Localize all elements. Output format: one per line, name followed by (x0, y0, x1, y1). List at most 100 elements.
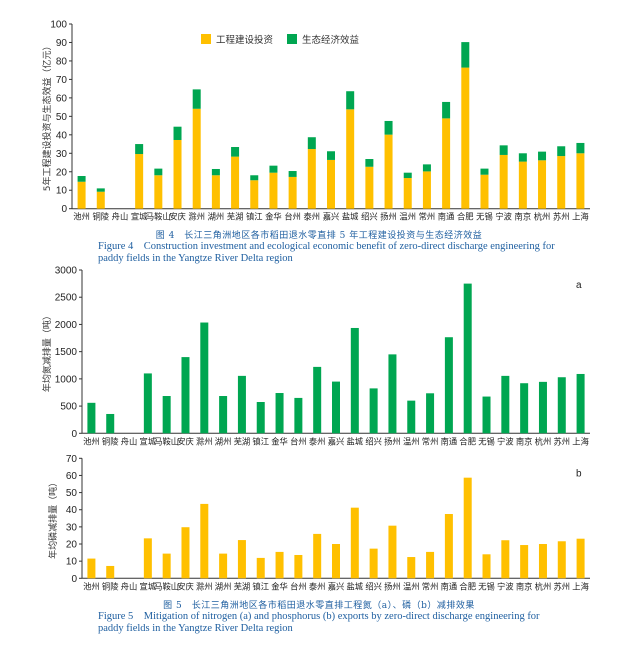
fig4-bar-benefit (327, 151, 335, 160)
fig5a-bar (162, 396, 171, 434)
fig5b-x-tick-label: 常州 (422, 581, 439, 591)
fig5b-x-tick-label: 镇江 (252, 581, 269, 591)
fig5b-bar (313, 533, 322, 579)
fig4-y-tick-label: 70 (56, 75, 68, 86)
fig5a-x-tick-label: 马鞍山 (154, 436, 179, 446)
fig5a-x-tick-label: 合肥 (459, 436, 476, 446)
fig4-bar-investment (192, 108, 201, 209)
fig5a-bar (237, 375, 246, 434)
fig4-bar-investment (96, 191, 105, 209)
fig4-bar-investment (557, 156, 566, 209)
fig5b-bar (482, 554, 491, 579)
fig5a-y-tick-label: 500 (60, 402, 77, 413)
fig4-x-tick-label: 南京 (515, 212, 532, 222)
fig5b-x-tick-label: 杭州 (535, 581, 552, 591)
fig4-y-tick-label: 50 (56, 112, 68, 123)
fig4-x-tick-label: 芜湖 (227, 212, 244, 222)
fig4-bar-investment (211, 175, 220, 209)
fig4-bar-benefit (269, 165, 278, 173)
fig4-x-tick-label: 绍兴 (361, 212, 378, 222)
fig5b-x-tick-label: 芜湖 (234, 581, 251, 591)
fig5b-x-tick-label: 宁波 (497, 581, 514, 591)
fig5a-bar (350, 327, 359, 434)
fig5b-bar (501, 540, 510, 579)
fig5a-y-tick-label: 1500 (55, 347, 78, 358)
fig5a-bar (444, 337, 453, 434)
fig5a-x-tick-label: 镇江 (252, 436, 269, 446)
fig5a-x-tick-label: 温州 (403, 436, 420, 446)
fig4-y-tick-label: 0 (61, 204, 67, 215)
fig4-x-tick-label: 扬州 (380, 212, 397, 222)
fig4-bar-investment (365, 166, 374, 209)
fig5a-panel-label: a (576, 280, 582, 291)
fig4-bar-benefit (173, 126, 182, 140)
fig5a-x-tick-label: 无锡 (478, 436, 495, 446)
fig5a-x-tick-label: 上海 (572, 436, 589, 446)
fig4-y-tick-label: 40 (56, 130, 68, 141)
fig4-bar-investment (327, 159, 335, 209)
fig5b-y-tick-label: 30 (66, 522, 78, 533)
fig5b-x-tick-label: 池州 (83, 581, 100, 591)
fig5b-panel-label: b (576, 468, 582, 479)
fig5b-y-tick-label: 0 (71, 574, 77, 585)
fig5a-x-tick-label: 南通 (441, 436, 458, 446)
fig5a-x-tick-label: 宁波 (497, 436, 514, 446)
fig5b-y-tick-label: 40 (66, 505, 78, 516)
fig4-bar-benefit (192, 89, 201, 109)
fig5a-x-tick-label: 池州 (83, 436, 100, 446)
fig5a-bar (557, 377, 566, 434)
fig4-bar-benefit (365, 159, 374, 167)
fig5a-x-tick-label: 南京 (516, 436, 533, 446)
fig5a-bar (256, 402, 265, 434)
fig4-bar-investment (77, 181, 86, 209)
fig5a-bar (407, 400, 416, 434)
fig4-bar-investment (307, 149, 316, 209)
fig5b-bar (557, 541, 566, 579)
fig5b-x-tick-label: 南通 (441, 581, 458, 591)
fig5-caption-en: Figure 5 Mitigation of nitrogen (a) and … (98, 611, 540, 634)
fig5a-bar (200, 322, 209, 434)
fig4-bar-benefit (384, 120, 393, 135)
fig4-caption-cn: 图 4 长江三角洲地区各市稻田退水零直排 5 年工程建设投资与生态经济效益 (155, 231, 483, 241)
fig5a-bar (106, 413, 115, 434)
fig4-x-tick-label: 杭州 (534, 212, 551, 222)
fig5a-bar (332, 381, 340, 434)
fig4-y-tick-label: 60 (56, 93, 68, 104)
fig5b-bar (219, 553, 228, 579)
fig5a-bar (538, 381, 547, 434)
fig4-legend-swatch (201, 34, 211, 44)
fig5a-x-tick-label: 绍兴 (365, 436, 382, 446)
fig5a-x-tick-label: 扬州 (384, 436, 401, 446)
fig5b-bar (538, 544, 547, 579)
fig4-y-tick-label: 100 (50, 20, 67, 31)
fig4-x-tick-label: 安庆 (169, 212, 186, 222)
fig5a-y-axis-label: 年均氮减排量（吨） (41, 311, 53, 392)
fig5a-bar (576, 373, 585, 434)
fig4-bar-investment (576, 153, 585, 209)
fig5a-x-tick-label: 湖州 (215, 436, 232, 446)
fig5a-bar (313, 366, 322, 434)
fig4-bar-investment (422, 171, 431, 209)
fig4-bar-benefit (96, 188, 105, 192)
fig4-bar-benefit (576, 142, 585, 154)
fig5a-x-tick-label: 常州 (422, 436, 439, 446)
fig5b-x-tick-label: 湖州 (215, 581, 232, 591)
fig4-bar-benefit (250, 175, 259, 181)
fig4-x-tick-label: 无锡 (476, 212, 493, 222)
fig5b-bar (576, 538, 585, 579)
fig5b-bar (520, 545, 529, 579)
fig4-x-tick-label: 马鞍山 (146, 212, 171, 222)
fig4-bar-benefit (499, 145, 508, 155)
fig5a-bar (388, 354, 397, 434)
fig4-bar-investment (442, 118, 451, 209)
fig4-y-tick-label: 80 (56, 56, 68, 67)
fig4-y-tick-label: 20 (56, 167, 68, 178)
fig4-x-tick-label: 舟山 (112, 212, 129, 222)
fig4-x-tick-label: 温州 (399, 212, 416, 222)
fig5a-x-tick-label: 铜陵 (102, 436, 119, 446)
fig5b-bar (426, 551, 435, 579)
fig4-bar-investment (250, 180, 259, 209)
fig5b-x-tick-label: 合肥 (459, 581, 476, 591)
fig5a-bar (426, 393, 435, 434)
